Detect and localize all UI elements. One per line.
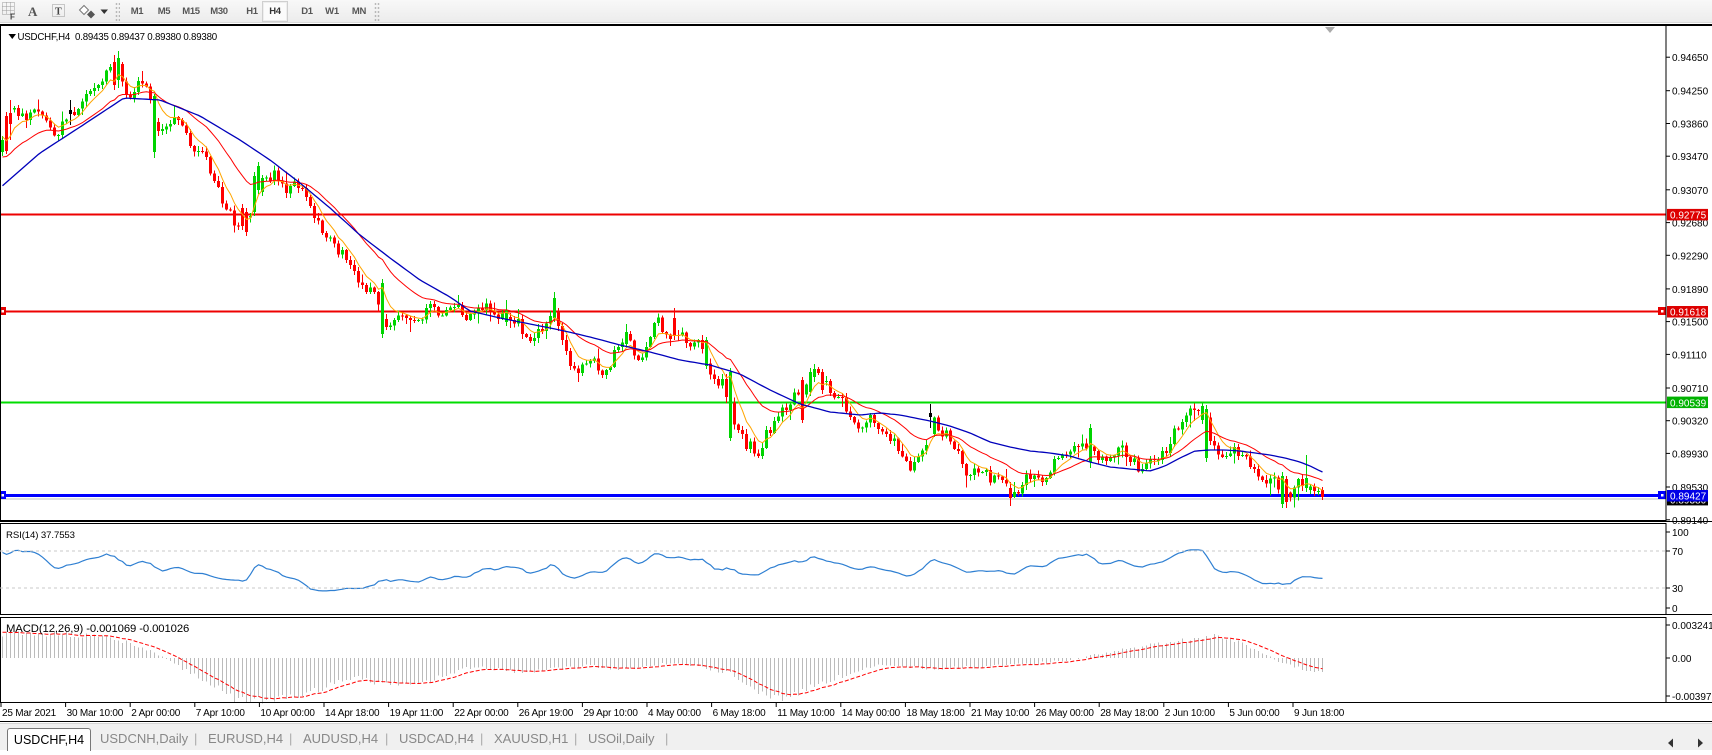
svg-text:5 Jun 00:00: 5 Jun 00:00 (1229, 708, 1280, 719)
svg-text:0.92290: 0.92290 (1672, 251, 1709, 262)
svg-text:0.89140: 0.89140 (1672, 516, 1709, 527)
svg-text:18 May 18:00: 18 May 18:00 (906, 708, 965, 719)
svg-text:11 May 10:00: 11 May 10:00 (777, 708, 835, 719)
svg-text:0.93860: 0.93860 (1672, 120, 1709, 131)
svg-text:0.91618: 0.91618 (1670, 308, 1707, 319)
svg-text:0.92680: 0.92680 (1672, 219, 1709, 230)
svg-text:22 Apr 00:00: 22 Apr 00:00 (454, 708, 509, 719)
svg-text:-0.003976: -0.003976 (1672, 692, 1712, 703)
svg-text:0.89930: 0.89930 (1672, 449, 1709, 460)
svg-text:0.90710: 0.90710 (1672, 384, 1709, 395)
svg-text:9 Jun 18:00: 9 Jun 18:00 (1294, 708, 1345, 719)
svg-text:0.94650: 0.94650 (1672, 53, 1709, 64)
svg-text:14 Apr 18:00: 14 Apr 18:00 (325, 708, 380, 719)
svg-text:29 Apr 10:00: 29 Apr 10:00 (583, 708, 638, 719)
svg-text:10 Apr 00:00: 10 Apr 00:00 (260, 708, 315, 719)
svg-text:19 Apr 11:00: 19 Apr 11:00 (390, 708, 444, 719)
svg-text:30: 30 (1672, 584, 1684, 595)
svg-text:RSI(14) 37.7553: RSI(14) 37.7553 (6, 530, 75, 541)
svg-text:0.91110: 0.91110 (1672, 350, 1707, 361)
svg-text:0.91500: 0.91500 (1672, 318, 1709, 329)
svg-text:28 May 18:00: 28 May 18:00 (1100, 708, 1159, 719)
svg-text:USDCHF,H4 0.89435 0.89437 0.8: USDCHF,H4 0.89435 0.89437 0.89380 0.8938… (18, 32, 218, 43)
svg-text:7 Apr 10:00: 7 Apr 10:00 (196, 708, 246, 719)
svg-text:0.90320: 0.90320 (1672, 417, 1709, 428)
svg-text:0.003241: 0.003241 (1672, 621, 1712, 632)
svg-text:70: 70 (1672, 547, 1684, 558)
svg-text:MACD(12,26,9) -0.001069 -0.001: MACD(12,26,9) -0.001069 -0.001026 (6, 623, 189, 635)
svg-text:30 Mar 10:00: 30 Mar 10:00 (67, 708, 124, 719)
svg-text:21 May 10:00: 21 May 10:00 (971, 708, 1030, 719)
svg-text:6 May 18:00: 6 May 18:00 (713, 708, 766, 719)
svg-text:0.92775: 0.92775 (1670, 211, 1707, 222)
svg-text:0.93470: 0.93470 (1672, 152, 1709, 163)
svg-text:0.89427: 0.89427 (1670, 492, 1707, 503)
svg-text:26 Apr 19:00: 26 Apr 19:00 (519, 708, 574, 719)
svg-text:25 Mar 2021: 25 Mar 2021 (2, 708, 57, 719)
svg-text:0.00: 0.00 (1672, 654, 1692, 665)
svg-text:2 Apr 00:00: 2 Apr 00:00 (131, 708, 181, 719)
svg-text:T: T (55, 7, 62, 18)
svg-text:0.91890: 0.91890 (1672, 285, 1709, 296)
svg-text:F: F (10, 13, 15, 22)
svg-text:26 May 00:00: 26 May 00:00 (1036, 708, 1095, 719)
svg-text:100: 100 (1672, 528, 1689, 539)
svg-text:0.93070: 0.93070 (1672, 186, 1709, 197)
svg-text:14 May 00:00: 14 May 00:00 (842, 708, 901, 719)
svg-text:2 Jun 10:00: 2 Jun 10:00 (1165, 708, 1216, 719)
svg-text:0.94250: 0.94250 (1672, 87, 1709, 98)
svg-text:4 May 00:00: 4 May 00:00 (648, 708, 701, 719)
svg-text:0: 0 (1672, 604, 1678, 615)
svg-text:0.89530: 0.89530 (1672, 483, 1709, 494)
svg-text:0.90539: 0.90539 (1670, 398, 1707, 409)
svg-text:A: A (28, 4, 38, 19)
